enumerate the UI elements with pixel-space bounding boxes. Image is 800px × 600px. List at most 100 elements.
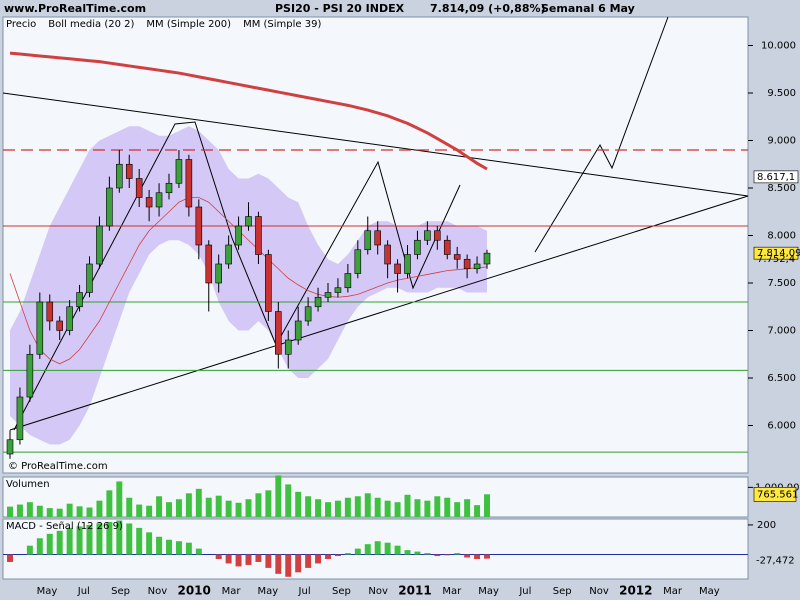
candle-body <box>116 163 123 189</box>
volume-bar <box>136 504 143 517</box>
trendline <box>9 195 749 431</box>
volume-bar <box>464 499 471 517</box>
volume-bar <box>46 508 53 517</box>
macd-bar <box>185 542 192 555</box>
volume-bar <box>86 507 93 517</box>
volume-bar <box>255 493 262 517</box>
volume-bar <box>454 502 461 517</box>
candle-body <box>195 206 203 246</box>
candle-body <box>314 296 322 308</box>
volume-bar <box>7 506 13 517</box>
y-tick-label: 6.500 <box>767 373 796 384</box>
x-tick-label: Jul <box>298 586 311 597</box>
title: PSI20 - PSI 20 INDEX <box>275 2 405 15</box>
macd-bar <box>255 554 262 562</box>
volume-bar <box>26 502 33 517</box>
candle-body <box>145 197 153 208</box>
candle-body <box>205 244 213 284</box>
candle-body <box>384 244 391 265</box>
legend-item: MM (Simple 200) <box>146 19 231 30</box>
price-label: 7.814,09 <box>757 248 800 259</box>
x-tick-label: 2010 <box>177 584 210 598</box>
x-tick-label: Jul <box>77 586 90 597</box>
candle-body <box>304 306 312 322</box>
volume-label: 765.561 <box>757 489 798 500</box>
macd-bar <box>86 524 93 555</box>
x-tick-label: Mar <box>222 586 242 597</box>
x-tick-label: May <box>37 586 58 597</box>
macd-bar <box>325 554 331 559</box>
macd-bar <box>96 523 103 555</box>
candle-body <box>294 320 302 341</box>
x-tick-label: May <box>699 586 720 597</box>
candle-body <box>26 353 34 398</box>
candle-body <box>284 339 292 355</box>
volume-bar <box>245 499 252 517</box>
site: www.ProRealTime.com <box>4 2 146 15</box>
volume-bar <box>16 504 23 517</box>
price-label: 8.617,1 <box>757 172 795 183</box>
candle-body <box>106 187 113 227</box>
volume-bar <box>166 502 172 517</box>
macd-bar <box>265 554 272 568</box>
volume-bar <box>215 495 222 517</box>
volume-bar <box>76 506 83 517</box>
x-tick-label: 2012 <box>619 584 652 598</box>
macd-bar <box>116 520 123 555</box>
macd-bar <box>384 542 391 555</box>
volume-bar <box>394 502 401 517</box>
x-tick-label: Nov <box>368 586 388 597</box>
projection <box>534 16 669 253</box>
x-tick-label: Sep <box>111 586 130 597</box>
volume-bar <box>195 488 202 517</box>
price-label: 7.752,4 <box>757 254 795 265</box>
candle-body <box>324 292 332 298</box>
candle-body <box>364 230 372 251</box>
macd-bar <box>7 554 13 562</box>
y-tick-label: 6.000 <box>767 421 796 432</box>
volume-bar <box>126 497 133 517</box>
candle-body <box>443 239 451 255</box>
macd-bar <box>66 527 73 555</box>
x-tick-label: Jul <box>518 586 531 597</box>
volume-bar <box>414 499 421 517</box>
candle-body <box>76 292 83 308</box>
candle-body <box>394 263 401 274</box>
x-tick-label: May <box>478 586 499 597</box>
macd-bar <box>374 541 381 555</box>
candle-body <box>434 230 441 241</box>
volume-bar <box>364 493 371 517</box>
macd-bar <box>195 548 202 555</box>
volume-label-box <box>753 487 797 502</box>
macd-bar <box>315 554 322 564</box>
candle-body <box>255 216 262 255</box>
x-tick-label: Nov <box>148 586 168 597</box>
candle-body <box>56 320 63 331</box>
macd-bar <box>484 554 490 559</box>
volume-bar <box>424 500 431 517</box>
candle-body <box>215 263 222 284</box>
macd-bar <box>245 554 252 565</box>
candle-body <box>175 159 183 184</box>
volume-bar <box>315 499 322 517</box>
macd-bar <box>225 554 232 564</box>
macd-bar <box>285 554 292 577</box>
macd-bar <box>36 538 43 555</box>
volume-bar <box>56 508 63 517</box>
volume-bar <box>116 481 123 517</box>
price-label-box <box>753 170 799 184</box>
macd-bar <box>454 553 461 555</box>
volume-bar <box>374 497 381 517</box>
y-tick-label: 10.000 <box>761 41 796 52</box>
candle-body <box>235 225 242 246</box>
macd-bar <box>235 554 242 567</box>
macd-bar <box>364 544 371 555</box>
volume-bar <box>156 496 163 517</box>
watermark: © ProRealTime.com <box>8 461 108 472</box>
candle-body <box>245 216 252 227</box>
candle-body <box>473 263 481 270</box>
macd-bar <box>344 553 351 555</box>
y-tick-label: 7.000 <box>767 326 796 337</box>
volume-bar <box>106 490 113 517</box>
macd-bar <box>305 554 312 568</box>
